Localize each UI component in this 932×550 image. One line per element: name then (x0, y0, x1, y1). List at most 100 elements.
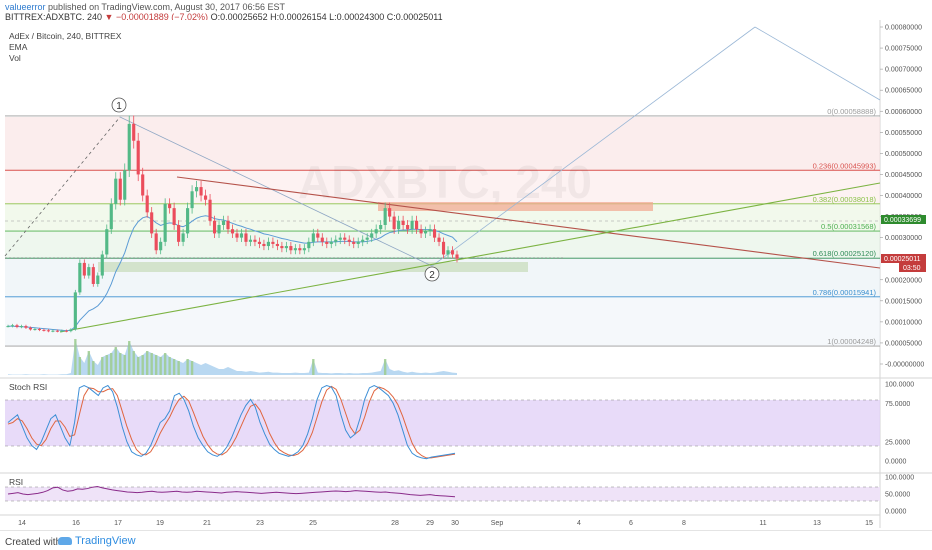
candle-body[interactable] (96, 275, 100, 284)
candle-body[interactable] (329, 241, 333, 244)
candle-body[interactable] (401, 220, 405, 225)
candle-body[interactable] (379, 224, 383, 230)
candle-body[interactable] (450, 250, 455, 255)
candle-body[interactable] (82, 262, 86, 276)
author-link[interactable]: valueerror (5, 2, 46, 12)
candle-body[interactable] (356, 241, 360, 244)
candle-body[interactable] (248, 239, 253, 242)
ascending-trendline[interactable] (59, 182, 881, 333)
candle-body[interactable] (181, 233, 185, 242)
candle-body[interactable] (374, 229, 378, 234)
candle-body[interactable] (73, 292, 77, 330)
wave-line[interactable] (119, 116, 433, 267)
candle-body[interactable] (226, 220, 230, 230)
candle-body[interactable] (60, 330, 64, 332)
candle-body[interactable] (19, 326, 24, 328)
candle-body[interactable] (6, 326, 10, 328)
candle-body[interactable] (190, 191, 194, 209)
candle-body[interactable] (325, 241, 329, 244)
candle-body[interactable] (423, 231, 428, 234)
candle-body[interactable] (316, 233, 320, 238)
support-zone[interactable] (98, 262, 528, 272)
candle-body[interactable] (392, 216, 396, 230)
candle-body[interactable] (244, 233, 248, 242)
candle-body[interactable] (343, 237, 347, 240)
candle-body[interactable] (208, 199, 212, 221)
candle-body[interactable] (15, 325, 19, 327)
projection-line-up[interactable] (431, 26, 756, 267)
candle-body[interactable] (123, 170, 127, 200)
candle-body[interactable] (307, 241, 311, 249)
candle-body[interactable] (186, 208, 190, 234)
candle-body[interactable] (100, 254, 104, 276)
candle-body[interactable] (419, 229, 423, 234)
candle-body[interactable] (177, 224, 181, 242)
candle-body[interactable] (24, 326, 28, 328)
candle-body[interactable] (388, 208, 392, 217)
candle-body[interactable] (150, 212, 154, 234)
candle-body[interactable] (64, 330, 68, 332)
candle-body[interactable] (145, 195, 149, 213)
candle-body[interactable] (397, 220, 401, 230)
candle-body[interactable] (230, 229, 235, 234)
candle-body[interactable] (311, 233, 315, 242)
candle-body[interactable] (370, 233, 374, 238)
projection-line-down[interactable] (754, 26, 881, 101)
candle-body[interactable] (141, 174, 145, 196)
candle-body[interactable] (410, 220, 414, 230)
candle-body[interactable] (428, 229, 432, 232)
candle-body[interactable] (51, 330, 55, 332)
candle-body[interactable] (257, 241, 262, 244)
candle-body[interactable] (361, 239, 365, 242)
wave-1-marker[interactable] (111, 97, 127, 113)
candle-body[interactable] (446, 250, 450, 255)
candle-body[interactable] (253, 239, 257, 242)
time-axis[interactable]: 14 16 17 19 21 23 25 28 29 30 Sep 4 6 8 11 13 15 (18, 520, 873, 527)
candle-body[interactable] (127, 123, 131, 171)
candle-body[interactable] (275, 243, 279, 247)
candle-body[interactable] (441, 241, 446, 255)
tradingview-logo[interactable]: TradingView (58, 535, 136, 547)
candle-body[interactable] (302, 248, 306, 251)
candle-body[interactable] (212, 220, 217, 234)
impulse-line[interactable] (4, 116, 121, 257)
candle-body[interactable] (334, 239, 338, 242)
candle-body[interactable] (91, 267, 95, 284)
candle-body[interactable] (172, 208, 176, 225)
candle-body[interactable] (221, 220, 226, 225)
candle-body[interactable] (280, 246, 284, 249)
candle-body[interactable] (199, 187, 203, 196)
candle-body[interactable] (271, 241, 275, 244)
candle-body[interactable] (455, 254, 459, 259)
candle-body[interactable] (33, 329, 37, 331)
candle-body[interactable] (320, 237, 324, 242)
candle-body[interactable] (163, 203, 167, 242)
candle-body[interactable] (338, 237, 342, 240)
candle-body[interactable] (289, 246, 293, 251)
candle-body[interactable] (118, 178, 122, 200)
candle-body[interactable] (154, 233, 158, 251)
candle-body[interactable] (284, 246, 288, 249)
candle-body[interactable] (406, 224, 410, 230)
candle-body[interactable] (262, 243, 266, 247)
candle-body[interactable] (69, 329, 73, 332)
wave-2-marker[interactable] (424, 266, 440, 282)
candle-body[interactable] (235, 233, 239, 238)
candle-body[interactable] (55, 330, 59, 332)
candle-body[interactable] (159, 241, 163, 251)
chart-canvas[interactable]: 0(0.00058888) 0.236(0.00045993) 0.382(0.00… (0, 20, 932, 530)
candle-body[interactable] (28, 327, 33, 330)
candle-body[interactable] (266, 241, 270, 247)
price-axis[interactable]: 0.00080000 0.00075000 0.00070000 0.00065000… (880, 25, 924, 369)
candlestick-series[interactable] (6, 115, 459, 333)
candle-body[interactable] (415, 220, 419, 230)
candle-body[interactable] (203, 195, 208, 200)
candle-body[interactable] (87, 267, 91, 276)
candle-body[interactable] (365, 237, 369, 240)
resistance-zone[interactable] (378, 202, 653, 211)
descending-trendline[interactable] (176, 176, 881, 269)
candle-body[interactable] (432, 229, 437, 238)
candle-body[interactable] (105, 229, 109, 255)
candle-body[interactable] (10, 325, 15, 327)
candle-body[interactable] (383, 208, 387, 225)
